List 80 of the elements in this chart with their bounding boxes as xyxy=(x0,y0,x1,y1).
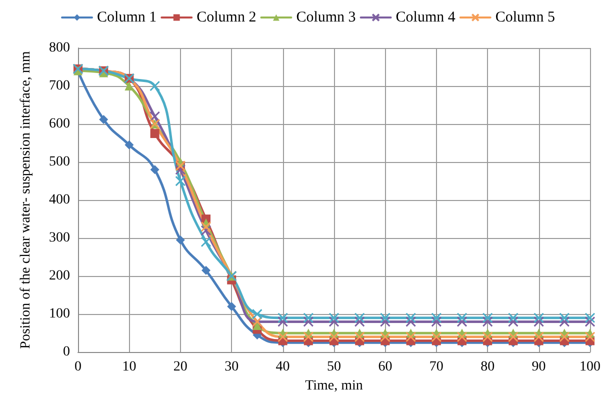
x-tick-label: 20 xyxy=(173,360,188,375)
x-tick-label: 0 xyxy=(74,360,82,375)
point xyxy=(124,140,134,150)
y-tick-label: 200 xyxy=(49,268,70,284)
x-axis-title: Time, min xyxy=(305,378,363,394)
point xyxy=(380,316,390,327)
point xyxy=(354,316,365,327)
y-tick-label: 500 xyxy=(49,154,70,170)
x-tick-label: 40 xyxy=(276,360,290,375)
x-tick-label: 50 xyxy=(327,360,341,375)
point xyxy=(354,332,365,342)
point xyxy=(200,221,212,232)
y-tick-label: 700 xyxy=(49,78,70,94)
x-tick-label: 80 xyxy=(480,360,495,375)
point xyxy=(406,332,416,342)
point xyxy=(584,312,596,324)
point xyxy=(482,316,493,327)
point xyxy=(303,332,314,342)
x-tick-label: 90 xyxy=(532,360,546,375)
point xyxy=(303,312,314,324)
legend-label: Column 1 xyxy=(97,10,157,26)
point xyxy=(200,225,212,236)
point xyxy=(482,312,493,324)
point xyxy=(508,316,518,327)
y-tick-label: 800 xyxy=(49,40,70,56)
point xyxy=(380,312,390,324)
point xyxy=(456,316,468,327)
point xyxy=(278,316,288,327)
point xyxy=(584,332,596,342)
point xyxy=(431,332,442,342)
point xyxy=(534,312,544,324)
y-tick-label: 0 xyxy=(63,344,70,360)
point xyxy=(534,332,544,342)
point xyxy=(406,312,416,324)
point xyxy=(176,235,185,244)
point xyxy=(508,312,518,324)
point xyxy=(482,332,493,342)
point xyxy=(99,114,108,124)
x-tick-label: 100 xyxy=(580,360,600,375)
y-axis-title: Position of the clear water- suspension interface, mm xyxy=(18,51,34,349)
x-tick-label: 70 xyxy=(429,360,444,375)
point xyxy=(534,316,544,327)
point xyxy=(380,332,390,342)
point xyxy=(252,308,262,320)
point xyxy=(175,164,186,175)
point xyxy=(150,165,160,174)
y-tick-label: 300 xyxy=(49,230,70,246)
x-tick-label: 60 xyxy=(378,360,392,375)
point xyxy=(278,312,288,324)
point xyxy=(150,111,160,122)
point xyxy=(328,316,340,327)
legend-label: Column 2 xyxy=(196,10,256,26)
point xyxy=(328,312,340,324)
point xyxy=(559,312,570,324)
point xyxy=(559,332,570,342)
point xyxy=(431,312,442,324)
legend-label: Column 4 xyxy=(396,10,456,26)
x-tick-label: 30 xyxy=(224,360,239,375)
y-tick-label: 600 xyxy=(49,116,70,132)
legend-label: Column 5 xyxy=(495,10,555,26)
point xyxy=(150,129,160,138)
point xyxy=(200,236,212,248)
point xyxy=(278,332,288,342)
y-tick-label: 100 xyxy=(49,306,70,322)
y-tick-label: 400 xyxy=(49,192,70,208)
point xyxy=(227,302,236,311)
point xyxy=(202,266,210,275)
point xyxy=(431,316,442,327)
point xyxy=(508,332,518,342)
point xyxy=(303,316,314,327)
point xyxy=(584,316,596,327)
point xyxy=(175,176,186,186)
point xyxy=(354,312,365,324)
point xyxy=(328,332,340,342)
legend-label: Column 3 xyxy=(296,10,356,26)
point xyxy=(456,332,468,342)
point xyxy=(559,316,570,327)
point xyxy=(406,316,416,327)
point xyxy=(456,312,468,324)
x-tick-label: 10 xyxy=(122,360,136,375)
